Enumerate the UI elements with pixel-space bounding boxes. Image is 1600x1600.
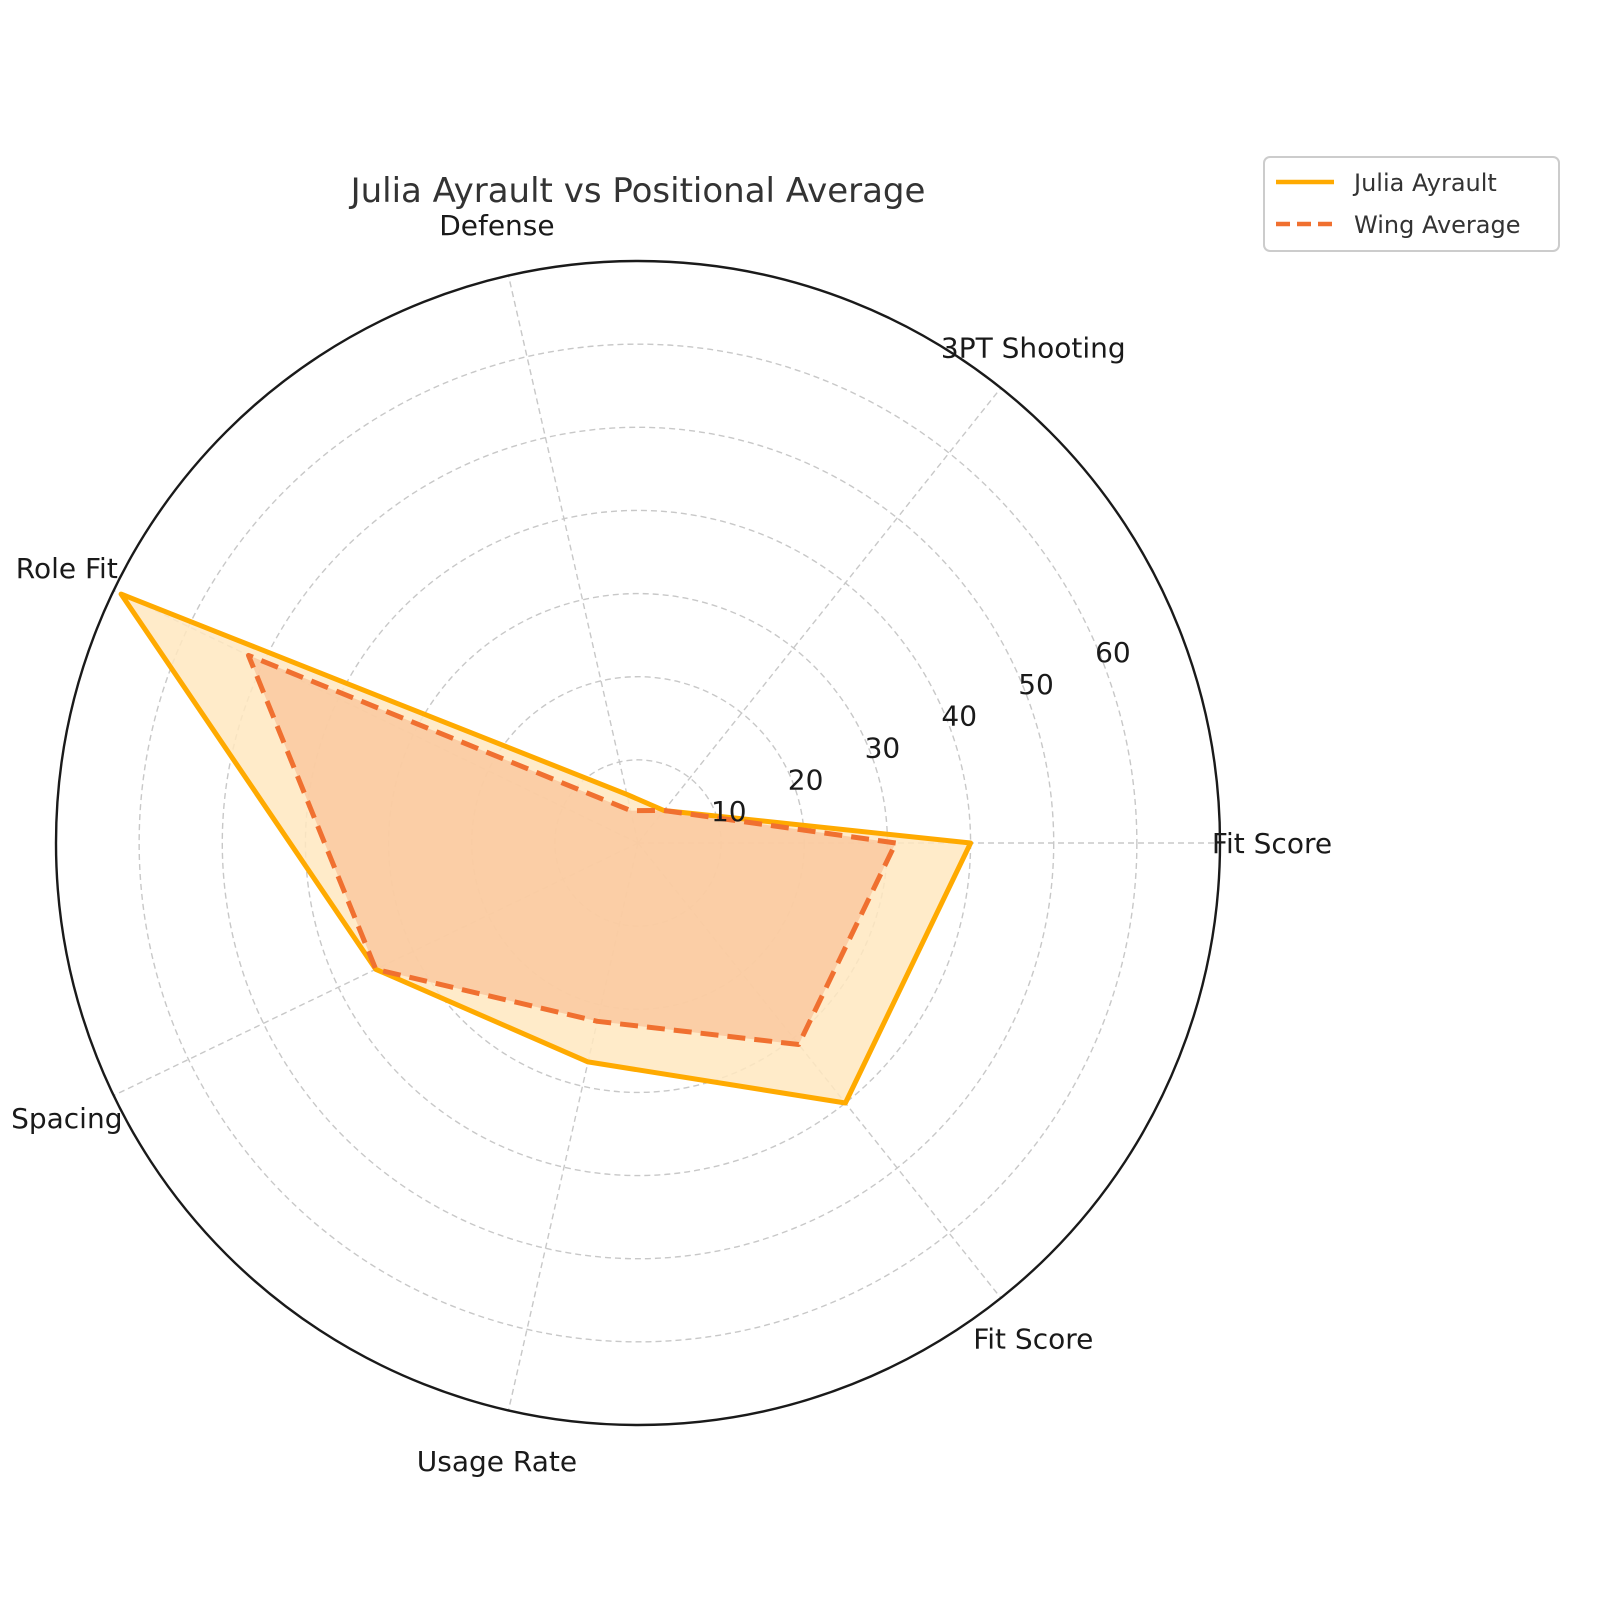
radial-tick-label: 60 (1095, 636, 1131, 669)
outer-frame (54, 259, 1222, 1427)
category-label: Spacing (11, 1102, 122, 1135)
grid-spoke (507, 842, 639, 1411)
series-lines (118, 591, 974, 1106)
legend-label-julia: Julia Ayrault (1352, 169, 1497, 197)
radial-tick-labels: 10 20 30 40 50 60 (711, 636, 1131, 828)
legend-frame (1263, 156, 1560, 252)
series-line-1 (246, 652, 899, 1047)
radial-tick-label: 30 (865, 732, 901, 765)
series-line-0 (118, 591, 974, 1106)
grid-spoke (507, 275, 639, 844)
grid-spoke (637, 387, 1002, 844)
category-label: Role Fit (16, 552, 118, 585)
radial-tick-label: 40 (941, 700, 977, 733)
grid-ring (138, 343, 1138, 1343)
category-label: Usage Rate (417, 1445, 577, 1478)
category-label: Fit Score (1212, 827, 1332, 860)
category-label: Defense (439, 209, 554, 242)
legend-label-wing: Wing Average (1354, 211, 1521, 239)
radial-tick-label: 50 (1018, 668, 1054, 701)
chart-title: Julia Ayrault vs Positional Average (349, 171, 926, 211)
radial-tick-label: 20 (788, 763, 824, 796)
series-fills (121, 594, 971, 1103)
category-labels: Fit Score 3PT Shooting Defense Role Fit Spac… (11, 209, 1332, 1478)
legend: Julia Ayrault Wing Average (1263, 156, 1560, 252)
category-label: 3PT Shooting (941, 331, 1126, 364)
category-label: Fit Score (973, 1323, 1093, 1356)
radial-tick-label: 10 (711, 795, 747, 828)
series-fill-1 (248, 655, 896, 1045)
